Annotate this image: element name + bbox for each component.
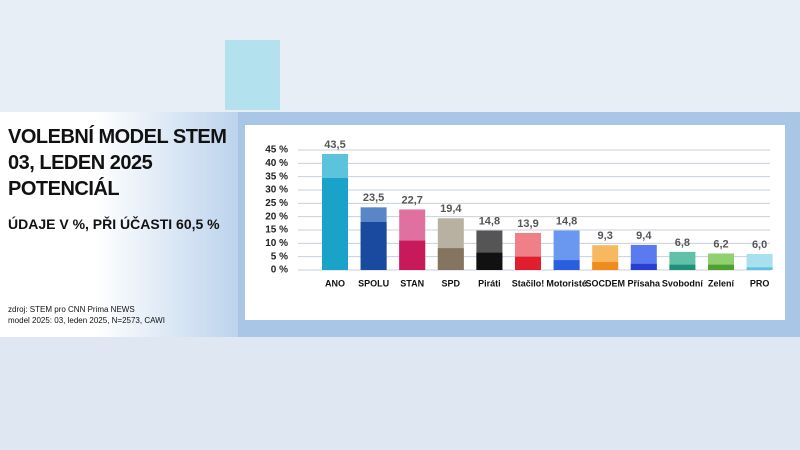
value-label: 14,8 bbox=[479, 215, 500, 227]
x-tick-label: Piráti bbox=[478, 278, 501, 288]
x-tick-label: Svobodní bbox=[662, 278, 703, 288]
x-tick-label: SOCDEM bbox=[585, 278, 625, 288]
value-label: 6,8 bbox=[675, 237, 690, 249]
value-label: 13,9 bbox=[517, 218, 538, 230]
y-tick-label: 30 % bbox=[265, 185, 288, 196]
value-label: 6,2 bbox=[713, 238, 728, 250]
y-tick-label: 40 % bbox=[265, 158, 288, 169]
bar bbox=[746, 254, 773, 270]
left-panel: VOLEBNÍ MODEL STEM 03, LEDEN 2025 POTENC… bbox=[0, 112, 238, 337]
source-line: zdroj: STEM pro CNN Prima NEWS bbox=[8, 305, 135, 314]
y-tick-label: 15 % bbox=[265, 225, 288, 236]
bar-core bbox=[669, 264, 696, 270]
y-tick-label: 5 % bbox=[271, 251, 288, 262]
x-tick-label: Motoristé bbox=[546, 278, 587, 288]
bar-core bbox=[399, 240, 426, 270]
value-label: 9,4 bbox=[636, 230, 652, 242]
y-tick-label: 25 % bbox=[265, 198, 288, 209]
x-tick-label: PRO bbox=[750, 278, 770, 288]
y-tick-label: 20 % bbox=[265, 211, 288, 222]
x-tick-label: SPOLU bbox=[358, 278, 389, 288]
bar-core bbox=[746, 267, 773, 270]
y-tick-label: 10 % bbox=[265, 238, 288, 249]
x-tick-label: STAN bbox=[400, 278, 424, 288]
value-label: 23,5 bbox=[363, 192, 384, 204]
value-label: 6,0 bbox=[752, 239, 767, 251]
bar-core bbox=[515, 256, 541, 270]
bar-core bbox=[708, 264, 734, 270]
x-tick-label: Zelení bbox=[708, 278, 735, 288]
y-tick-label: 45 % bbox=[265, 145, 288, 156]
value-label: 43,5 bbox=[324, 139, 345, 151]
y-tick-label: 0 % bbox=[271, 265, 288, 276]
bar-core bbox=[322, 178, 348, 270]
x-tick-label: ANO bbox=[325, 278, 345, 288]
chart-title: VOLEBNÍ MODEL STEM 03, LEDEN 2025 POTENC… bbox=[8, 126, 227, 200]
source-line: model 2025: 03, leden 2025, N=2573, CAWI bbox=[8, 316, 165, 325]
bar-core bbox=[592, 262, 619, 270]
source: zdroj: STEM pro CNN Prima NEWS model 202… bbox=[8, 304, 165, 326]
blurred-background bbox=[225, 40, 280, 110]
value-label: 19,4 bbox=[440, 203, 462, 215]
value-label: 14,8 bbox=[556, 215, 577, 227]
value-label: 9,3 bbox=[598, 230, 613, 242]
bar-core bbox=[553, 260, 580, 270]
bar-core bbox=[630, 263, 657, 270]
x-tick-label: SPD bbox=[442, 278, 461, 288]
y-tick-label: 35 % bbox=[265, 171, 288, 182]
x-tick-label: Stačilo! bbox=[512, 278, 545, 288]
blurred-background bbox=[0, 0, 800, 112]
bar-core bbox=[437, 248, 464, 270]
bar-core bbox=[476, 252, 503, 270]
chart-subtitle: ÚDAJE V %, PŘI ÚČASTI 60,5 % bbox=[8, 216, 220, 232]
value-label: 22,7 bbox=[401, 194, 422, 206]
bar-core bbox=[360, 222, 387, 270]
x-tick-label: Přísaha bbox=[628, 278, 662, 288]
